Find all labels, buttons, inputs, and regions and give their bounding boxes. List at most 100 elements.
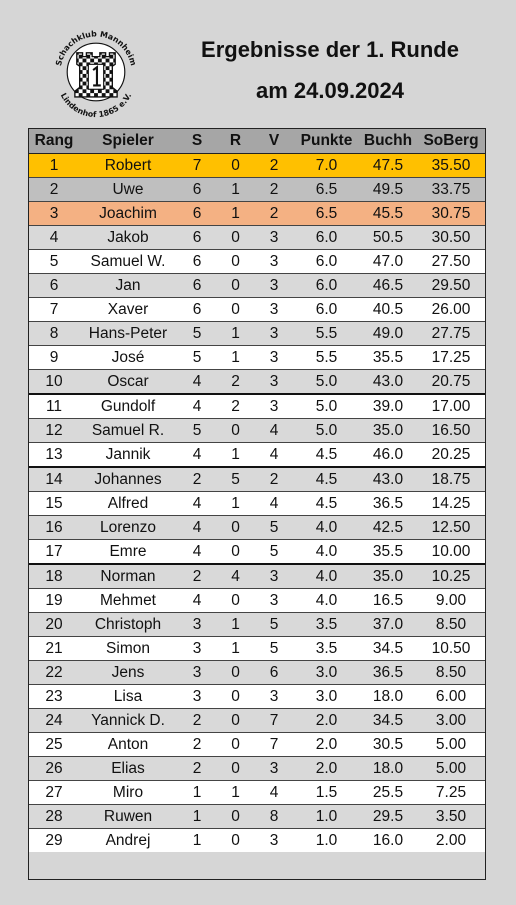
cell-rank: 18	[29, 563, 79, 589]
cell-rank: 10	[29, 369, 79, 394]
cell-rank: 23	[29, 684, 79, 709]
column-header-buchh: Buchh	[359, 129, 417, 154]
table-row: 18 Norman 2 4 3 4.0 35.0 10.25	[29, 563, 485, 589]
cell-buchholz: 39.0	[359, 393, 417, 419]
cell-rank: 21	[29, 636, 79, 661]
cell-wins: 2	[177, 708, 217, 733]
cell-wins: 4	[177, 539, 217, 564]
cell-points: 3.5	[294, 612, 359, 637]
cell-draws: 0	[217, 273, 254, 298]
cell-points: 4.0	[294, 588, 359, 613]
table-row: 2 Uwe 6 1 2 6.5 49.5 33.75	[29, 177, 485, 202]
cell-losses: 3	[254, 828, 294, 852]
cell-wins: 4	[177, 491, 217, 516]
cell-buchholz: 16.5	[359, 588, 417, 613]
cell-rank: 29	[29, 828, 79, 852]
cell-losses: 7	[254, 732, 294, 757]
table-row: 24 Yannick D. 2 0 7 2.0 34.5 3.00	[29, 708, 485, 733]
cell-wins: 1	[177, 780, 217, 805]
cell-draws: 0	[217, 297, 254, 322]
cell-draws: 0	[217, 515, 254, 540]
results-table: Rang Spieler S R V Punkte Buchh SoBerg 1 Robert 7…	[29, 129, 485, 852]
cell-points: 3.0	[294, 684, 359, 709]
column-header-rang: Rang	[29, 129, 79, 154]
cell-losses: 2	[254, 201, 294, 226]
cell-sonneborn-berger: 16.50	[417, 418, 485, 443]
cell-losses: 3	[254, 345, 294, 370]
cell-player: Uwe	[79, 177, 177, 202]
cell-draws: 0	[217, 828, 254, 852]
page-subtitle-date: am 24.09.2024	[255, 78, 405, 103]
cell-losses: 5	[254, 515, 294, 540]
cell-player: Jens	[79, 660, 177, 685]
cell-draws: 0	[217, 684, 254, 709]
cell-points: 7.0	[294, 153, 359, 178]
cell-losses: 2	[254, 466, 294, 492]
cell-losses: 8	[254, 804, 294, 829]
cell-wins: 5	[177, 345, 217, 370]
cell-points: 4.5	[294, 491, 359, 516]
cell-draws: 0	[217, 225, 254, 250]
cell-sonneborn-berger: 2.00	[417, 828, 485, 852]
cell-sonneborn-berger: 29.50	[417, 273, 485, 298]
cell-sonneborn-berger: 8.50	[417, 612, 485, 637]
cell-rank: 28	[29, 804, 79, 829]
cell-rank: 12	[29, 418, 79, 443]
cell-sonneborn-berger: 27.50	[417, 249, 485, 274]
cell-losses: 3	[254, 684, 294, 709]
cell-points: 5.5	[294, 321, 359, 346]
cell-sonneborn-berger: 30.50	[417, 225, 485, 250]
cell-wins: 6	[177, 225, 217, 250]
cell-rank: 2	[29, 177, 79, 202]
page-title: Ergebnisse der 1. Runde	[201, 37, 459, 62]
cell-losses: 6	[254, 660, 294, 685]
table-row: 17 Emre 4 0 5 4.0 35.5 10.00	[29, 539, 485, 564]
cell-losses: 7	[254, 708, 294, 733]
cell-losses: 4	[254, 491, 294, 516]
cell-points: 3.0	[294, 660, 359, 685]
cell-player: Norman	[79, 563, 177, 589]
cell-wins: 3	[177, 636, 217, 661]
cell-player: Simon	[79, 636, 177, 661]
cell-player: Yannick D.	[79, 708, 177, 733]
cell-rank: 1	[29, 153, 79, 178]
cell-buchholz: 18.0	[359, 756, 417, 781]
cell-draws: 0	[217, 418, 254, 443]
cell-wins: 1	[177, 804, 217, 829]
cell-rank: 16	[29, 515, 79, 540]
cell-player: Gundolf	[79, 393, 177, 419]
cell-draws: 0	[217, 153, 254, 178]
cell-sonneborn-berger: 3.50	[417, 804, 485, 829]
cell-rank: 25	[29, 732, 79, 757]
cell-sonneborn-berger: 30.75	[417, 201, 485, 226]
cell-sonneborn-berger: 5.00	[417, 756, 485, 781]
cell-rank: 17	[29, 539, 79, 564]
cell-buchholz: 40.5	[359, 297, 417, 322]
castle-icon	[74, 52, 118, 98]
table-row: 19 Mehmet 4 0 3 4.0 16.5 9.00	[29, 588, 485, 613]
cell-losses: 4	[254, 418, 294, 443]
cell-buchholz: 25.5	[359, 780, 417, 805]
column-header-soberg: SoBerg	[417, 129, 485, 154]
cell-buchholz: 35.5	[359, 345, 417, 370]
cell-draws: 0	[217, 588, 254, 613]
column-header-punkte: Punkte	[294, 129, 359, 154]
cell-points: 6.5	[294, 201, 359, 226]
cell-wins: 2	[177, 756, 217, 781]
cell-sonneborn-berger: 7.25	[417, 780, 485, 805]
cell-buchholz: 37.0	[359, 612, 417, 637]
cell-player: Mehmet	[79, 588, 177, 613]
cell-rank: 13	[29, 442, 79, 467]
cell-losses: 4	[254, 442, 294, 467]
cell-losses: 3	[254, 321, 294, 346]
cell-sonneborn-berger: 35.50	[417, 153, 485, 178]
cell-player: Emre	[79, 539, 177, 564]
cell-draws: 1	[217, 491, 254, 516]
cell-buchholz: 49.5	[359, 177, 417, 202]
cell-losses: 5	[254, 612, 294, 637]
cell-buchholz: 47.5	[359, 153, 417, 178]
cell-buchholz: 36.5	[359, 660, 417, 685]
cell-losses: 3	[254, 588, 294, 613]
cell-buchholz: 34.5	[359, 708, 417, 733]
cell-points: 5.0	[294, 393, 359, 419]
